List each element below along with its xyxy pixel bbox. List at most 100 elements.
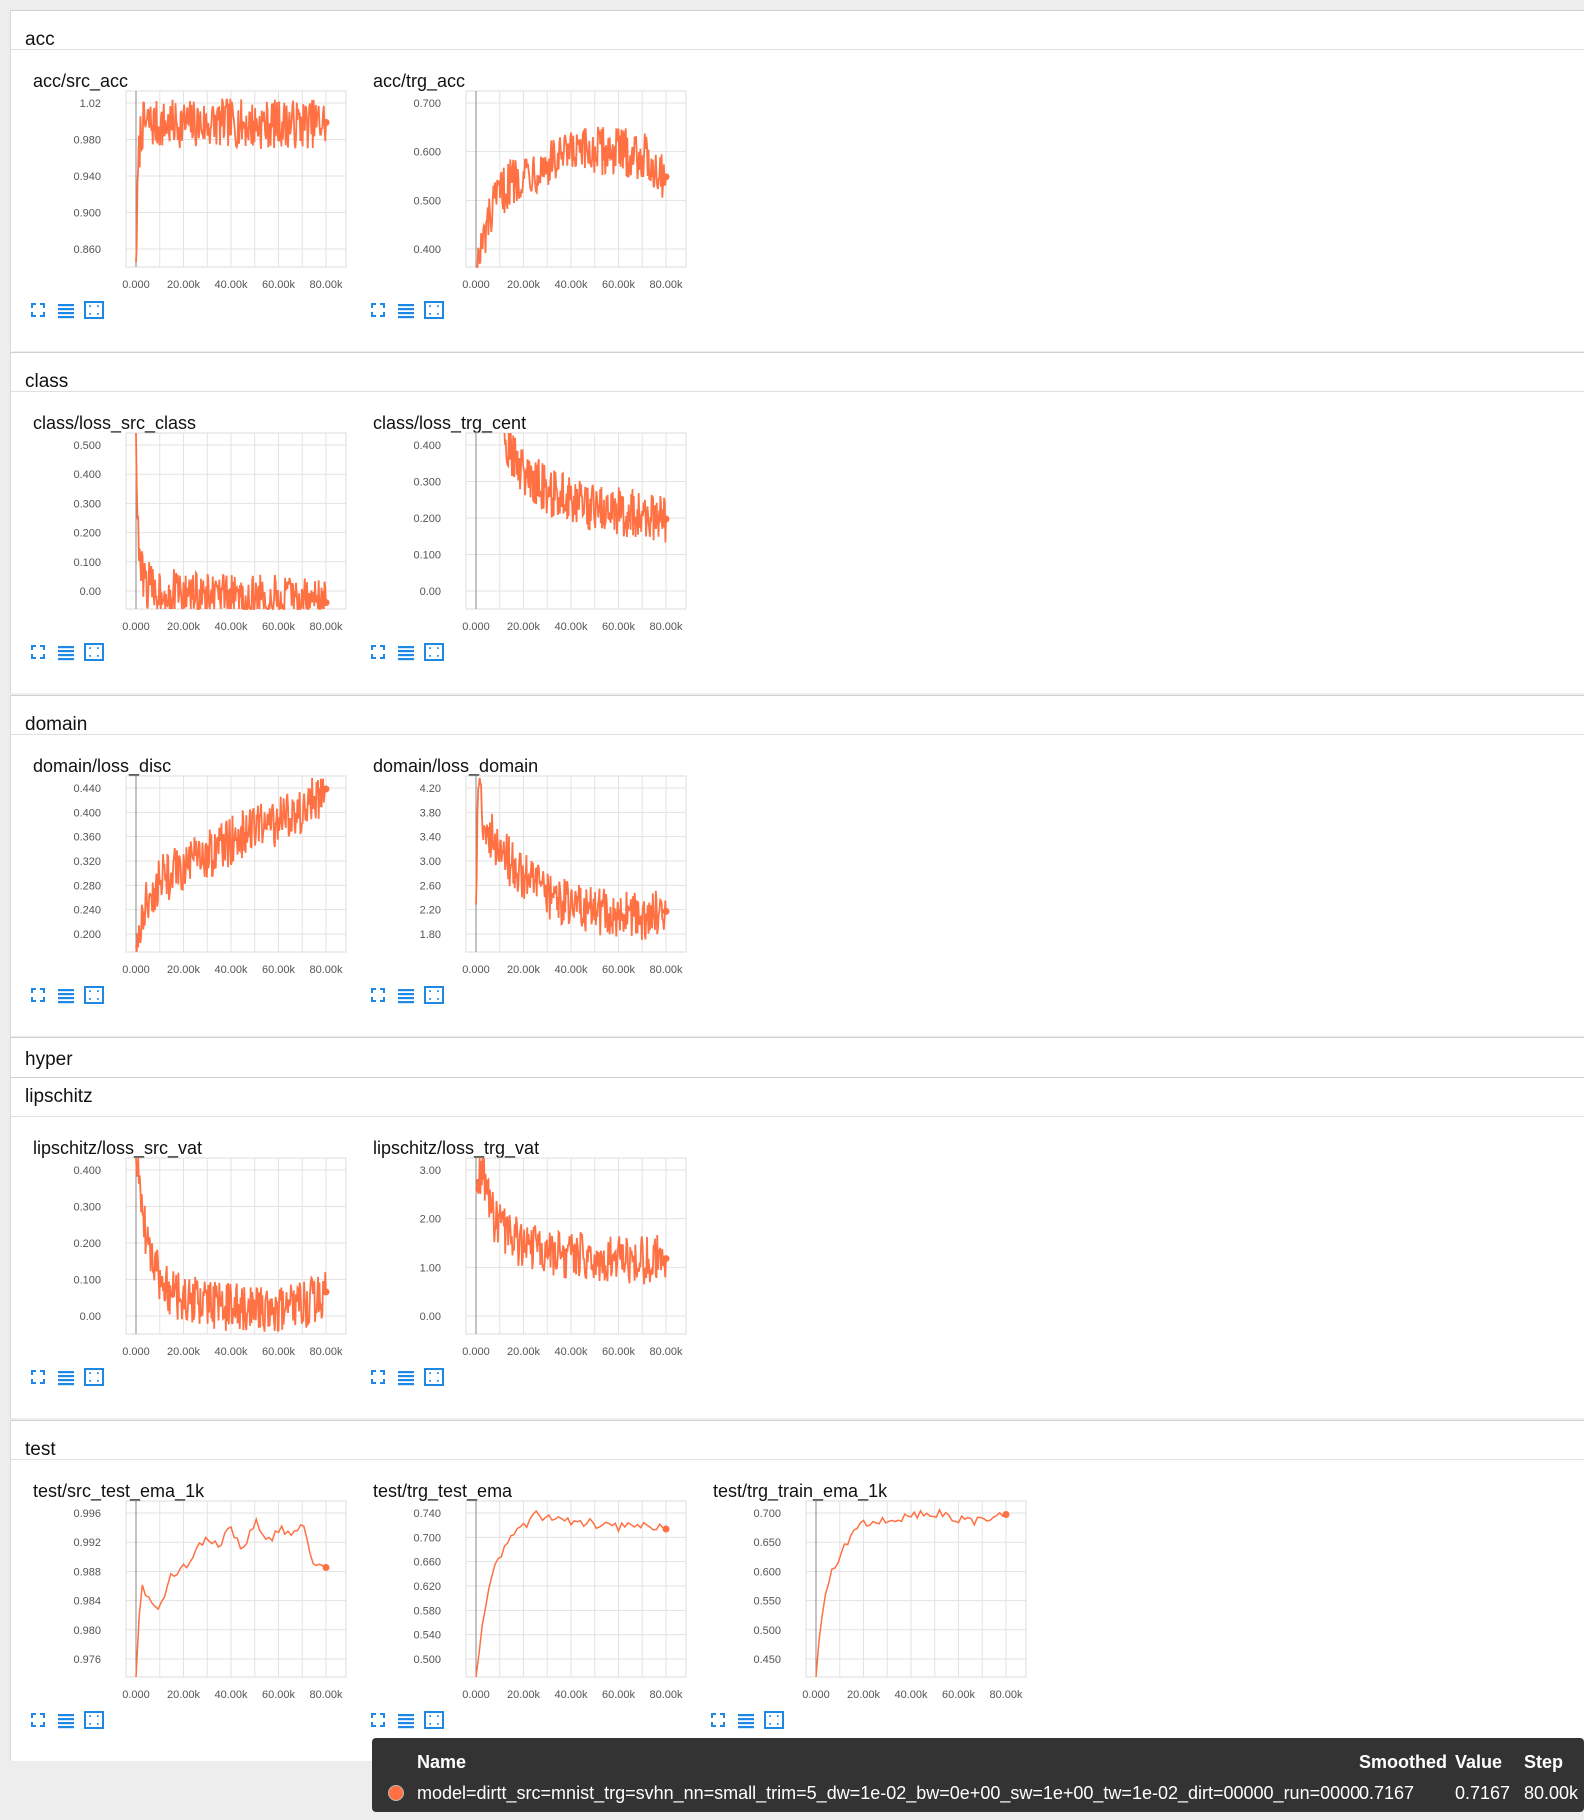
chart-card: test/trg_test_ema 0.740 0.700 0.660 0.620 0.5… <box>351 1481 687 1731</box>
section-divider <box>11 734 1584 735</box>
chart-title: acc/src_acc <box>33 71 129 91</box>
chart-title: test/src_test_ema_1k <box>33 1481 205 1501</box>
section-acc: acc acc/src_acc 1.02 0.980 0.940 0.900 0.860 0.… <box>10 10 1584 351</box>
x-tick-label: 40.00k <box>214 279 248 291</box>
series-line <box>135 777 327 953</box>
expand-icon[interactable] <box>27 299 49 321</box>
line-chart[interactable]: 0.700 0.650 0.600 0.550 0.500 0.450 0.000 20.00… <box>701 1500 1027 1713</box>
expand-icon[interactable] <box>367 641 389 663</box>
x-tick-label: 60.00k <box>602 279 636 291</box>
line-chart[interactable]: 0.440 0.400 0.360 0.320 0.280 0.240 0.200 0.000… <box>21 775 347 988</box>
chart-card: test/trg_train_ema_1k 0.700 0.650 0.600 0.55… <box>691 1481 1027 1731</box>
x-tick-label: 40.00k <box>554 1689 588 1701</box>
section-title[interactable]: class <box>25 371 69 392</box>
fit-domain-icon[interactable] <box>423 1709 445 1731</box>
chart-card: domain/loss_domain 4.20 3.80 3.40 3.00 2.60 2.… <box>351 756 687 1006</box>
data-table-icon[interactable] <box>55 984 77 1006</box>
line-chart[interactable]: 4.20 3.80 3.40 3.00 2.60 2.20 1.80 0.000 20.00k 4… <box>361 775 687 988</box>
data-table-icon[interactable] <box>735 1709 757 1731</box>
x-tick-label: 60.00k <box>262 1346 296 1358</box>
fit-domain-icon[interactable] <box>423 299 445 321</box>
line-chart[interactable]: 0.400 0.300 0.200 0.100 0.00 0.000 20.00k 40.00… <box>361 432 687 645</box>
fit-domain-icon[interactable] <box>83 641 105 663</box>
section-title[interactable]: test <box>25 1439 56 1460</box>
data-table-icon[interactable] <box>55 1366 77 1388</box>
data-table-icon[interactable] <box>395 1709 417 1731</box>
chart-card: lipschitz/loss_trg_vat 3.00 2.00 1.00 0.00 0.… <box>351 1138 687 1388</box>
expand-icon[interactable] <box>367 299 389 321</box>
chart-title: class/loss_src_class <box>33 413 197 433</box>
x-tick-label: 80.00k <box>649 964 683 976</box>
data-table-icon[interactable] <box>55 299 77 321</box>
x-tick-label: 40.00k <box>214 1346 248 1358</box>
section-title[interactable]: domain <box>25 714 88 735</box>
x-tick-label: 0.000 <box>462 964 490 976</box>
x-tick-label: 60.00k <box>262 279 296 291</box>
y-tick-label: 0.600 <box>413 147 441 159</box>
expand-icon[interactable] <box>27 1709 49 1731</box>
fit-domain-icon[interactable] <box>83 1366 105 1388</box>
series-end-marker <box>322 1288 330 1296</box>
line-chart[interactable]: 0.400 0.300 0.200 0.100 0.00 0.000 20.00k 40.00… <box>21 1157 347 1370</box>
expand-icon[interactable] <box>707 1709 729 1731</box>
fit-domain-icon[interactable] <box>83 1709 105 1731</box>
x-tick-label: 60.00k <box>262 621 296 633</box>
fit-domain-icon[interactable] <box>83 984 105 1006</box>
section-divider <box>11 1116 1584 1117</box>
line-chart[interactable]: 0.996 0.992 0.988 0.984 0.980 0.976 0.000 20.00… <box>21 1500 347 1713</box>
x-tick-label: 0.000 <box>462 1346 490 1358</box>
tooltip-run-name: model=dirtt_src=mnist_trg=svhn_nn=small_… <box>417 1783 1361 1803</box>
y-tick-label: 0.940 <box>73 171 101 183</box>
section-title[interactable]: acc <box>25 29 55 50</box>
y-tick-label: 2.20 <box>420 905 441 917</box>
x-tick-label: 0.000 <box>122 964 150 976</box>
line-chart[interactable]: 0.500 0.400 0.300 0.200 0.100 0.00 0.000 20.00k… <box>21 432 347 645</box>
expand-icon[interactable] <box>27 984 49 1006</box>
section-title[interactable]: lipschitz <box>25 1086 93 1107</box>
data-table-icon[interactable] <box>395 299 417 321</box>
fit-domain-icon[interactable] <box>83 299 105 321</box>
x-tick-label: 20.00k <box>847 1689 881 1701</box>
line-chart[interactable]: 0.740 0.700 0.660 0.620 0.580 0.540 0.500 0.000… <box>361 1500 687 1713</box>
line-chart[interactable]: 3.00 2.00 1.00 0.00 0.000 20.00k 40.00k 60.00k 8… <box>361 1157 687 1370</box>
y-tick-label: 0.988 <box>73 1566 101 1578</box>
x-tick-label: 80.00k <box>309 279 343 291</box>
x-tick-label: 80.00k <box>309 1346 343 1358</box>
expand-icon[interactable] <box>367 1709 389 1731</box>
data-table-icon[interactable] <box>395 984 417 1006</box>
y-tick-label: 0.450 <box>753 1654 781 1666</box>
series-line <box>135 1516 327 1678</box>
data-table-icon[interactable] <box>395 641 417 663</box>
series-line <box>475 1509 667 1678</box>
y-tick-label: 2.00 <box>420 1214 441 1226</box>
y-tick-label: 0.700 <box>413 98 441 110</box>
x-tick-label: 80.00k <box>649 1689 683 1701</box>
section-title[interactable]: hyper <box>25 1049 73 1070</box>
data-table-icon[interactable] <box>55 641 77 663</box>
x-tick-label: 60.00k <box>602 1689 636 1701</box>
y-tick-label: 0.980 <box>73 135 101 147</box>
y-tick-label: 2.60 <box>420 880 441 892</box>
line-chart[interactable]: 0.700 0.600 0.500 0.400 0.000 20.00k 40.00k 60.… <box>361 90 687 303</box>
x-tick-label: 80.00k <box>309 1689 343 1701</box>
x-tick-label: 80.00k <box>309 621 343 633</box>
x-tick-label: 0.000 <box>462 279 490 291</box>
expand-icon[interactable] <box>27 641 49 663</box>
data-table-icon[interactable] <box>395 1366 417 1388</box>
y-tick-label: 0.300 <box>73 1202 101 1214</box>
y-tick-label: 0.620 <box>413 1581 441 1593</box>
expand-icon[interactable] <box>367 984 389 1006</box>
expand-icon[interactable] <box>367 1366 389 1388</box>
y-tick-label: 0.500 <box>73 440 101 452</box>
expand-icon[interactable] <box>27 1366 49 1388</box>
fit-domain-icon[interactable] <box>423 641 445 663</box>
line-chart[interactable]: 1.02 0.980 0.940 0.900 0.860 0.000 20.00k 40.00… <box>21 90 347 303</box>
y-tick-label: 0.00 <box>420 1311 441 1323</box>
y-tick-label: 0.100 <box>73 557 101 569</box>
fit-domain-icon[interactable] <box>423 984 445 1006</box>
fit-domain-icon[interactable] <box>423 1366 445 1388</box>
series-end-marker <box>662 1525 670 1533</box>
chart-title: lipschitz/loss_trg_vat <box>373 1138 540 1158</box>
fit-domain-icon[interactable] <box>763 1709 785 1731</box>
data-table-icon[interactable] <box>55 1709 77 1731</box>
